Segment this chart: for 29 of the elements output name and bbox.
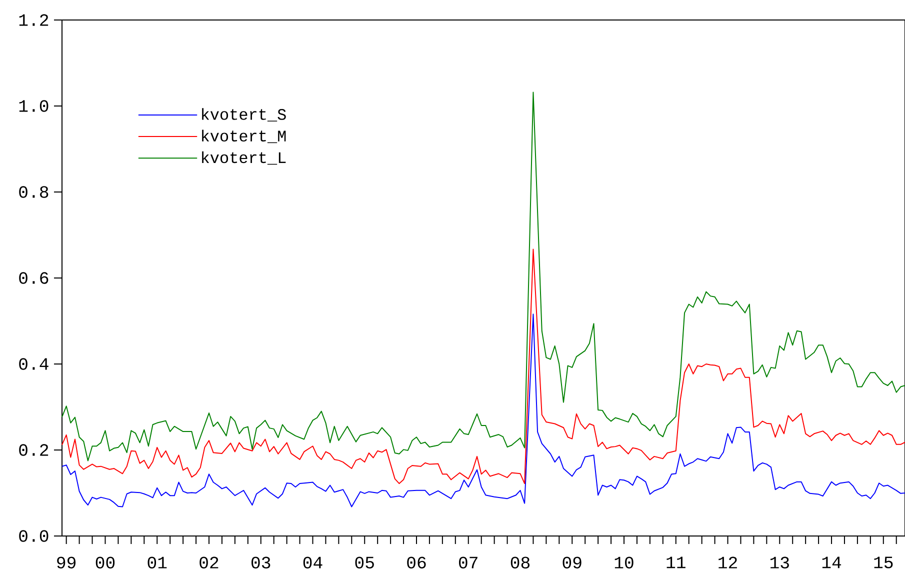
x-tick-label: 12 [718,556,737,568]
y-tick-label: 0.0 [19,530,48,542]
legend-label: kvotert_L [202,151,286,165]
x-tick-label: 00 [96,556,115,568]
x-tick-label: 01 [148,556,167,568]
y-tick-label: 1.2 [19,14,48,26]
x-tick-label: 07 [459,556,478,568]
line-series [62,248,905,484]
legend-label: kvotert_M [202,130,286,144]
y-tick-label: 0.4 [19,358,48,370]
y-tick-label: 1.0 [19,100,48,112]
x-tick-label: 03 [252,556,270,568]
x-tick-label: 13 [770,556,789,568]
x-tick-label: 08 [510,556,530,568]
legend-label: kvotert_S [202,108,286,122]
x-tick-label: 09 [562,556,582,568]
x-tick-label: 14 [822,556,842,568]
line-series [62,314,905,508]
y-tick-label: 0.6 [19,272,48,284]
x-tick-label: 05 [355,556,374,568]
x-tick-label: 10 [614,556,634,568]
y-tick-label: 0.8 [19,186,48,198]
x-tick-label: 04 [303,556,322,568]
x-tick-label: 02 [200,556,218,568]
x-tick-label: 06 [407,556,426,568]
x-tick-label: 99 [57,556,76,568]
x-tick-label: 15 [874,556,893,568]
x-tick-label: 11 [666,556,686,568]
y-tick-label: 0.2 [19,444,48,456]
